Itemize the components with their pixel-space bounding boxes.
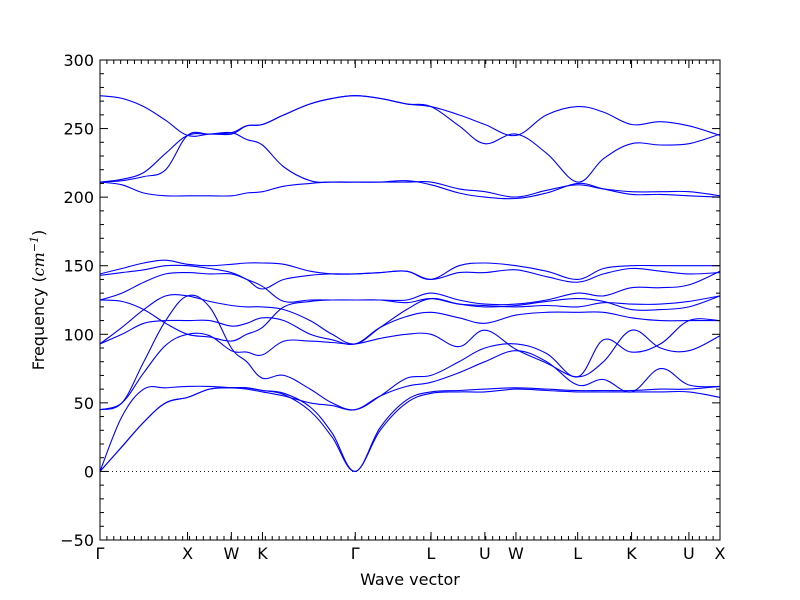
y-axis-unit: cm [29,252,48,276]
axis-ticks [99,59,721,541]
x-tick-label: L [573,544,582,563]
y-tick-label: 50 [74,394,94,413]
y-tick-label: 200 [63,188,94,207]
band-line-5 [100,294,720,411]
x-tick-label: W [508,544,524,563]
plot-frame [99,59,721,541]
y-tick-label: 0 [84,462,94,481]
band-line-4 [100,329,720,411]
x-tick-label: L [427,544,436,563]
y-tick-label: 250 [63,120,94,139]
y-tick-label: 300 [63,51,94,70]
y-axis-label: Frequency (cm−1) [28,230,48,371]
x-tick-label: X [182,544,193,563]
y-tick-label: 150 [63,257,94,276]
band-line-7 [100,293,720,345]
x-tick-label: Γ [96,544,105,563]
band-line-2 [100,385,720,472]
band-line-9 [100,270,720,306]
band-line-11 [100,259,720,280]
x-tick-label: U [479,544,491,563]
x-tick-label: K [257,544,268,563]
y-tick-label: −50 [60,531,94,550]
x-tick-label: X [715,544,726,563]
band-line-6 [100,311,720,345]
y-tick-labels: −50 0 50 100 150 200 250 300 [60,51,94,550]
y-axis-label-text: Frequency [29,288,48,371]
x-tick-label: K [626,544,637,563]
band-line-15 [100,95,720,137]
x-tick-label: U [683,544,695,563]
x-tick-label: W [223,544,239,563]
y-tick-label: 100 [63,325,94,344]
x-tick-label: Γ [351,544,360,563]
x-axis-label: Wave vector [360,570,460,589]
y-axis-unit-exponent: −1 [28,236,41,252]
band-lines [100,95,720,472]
